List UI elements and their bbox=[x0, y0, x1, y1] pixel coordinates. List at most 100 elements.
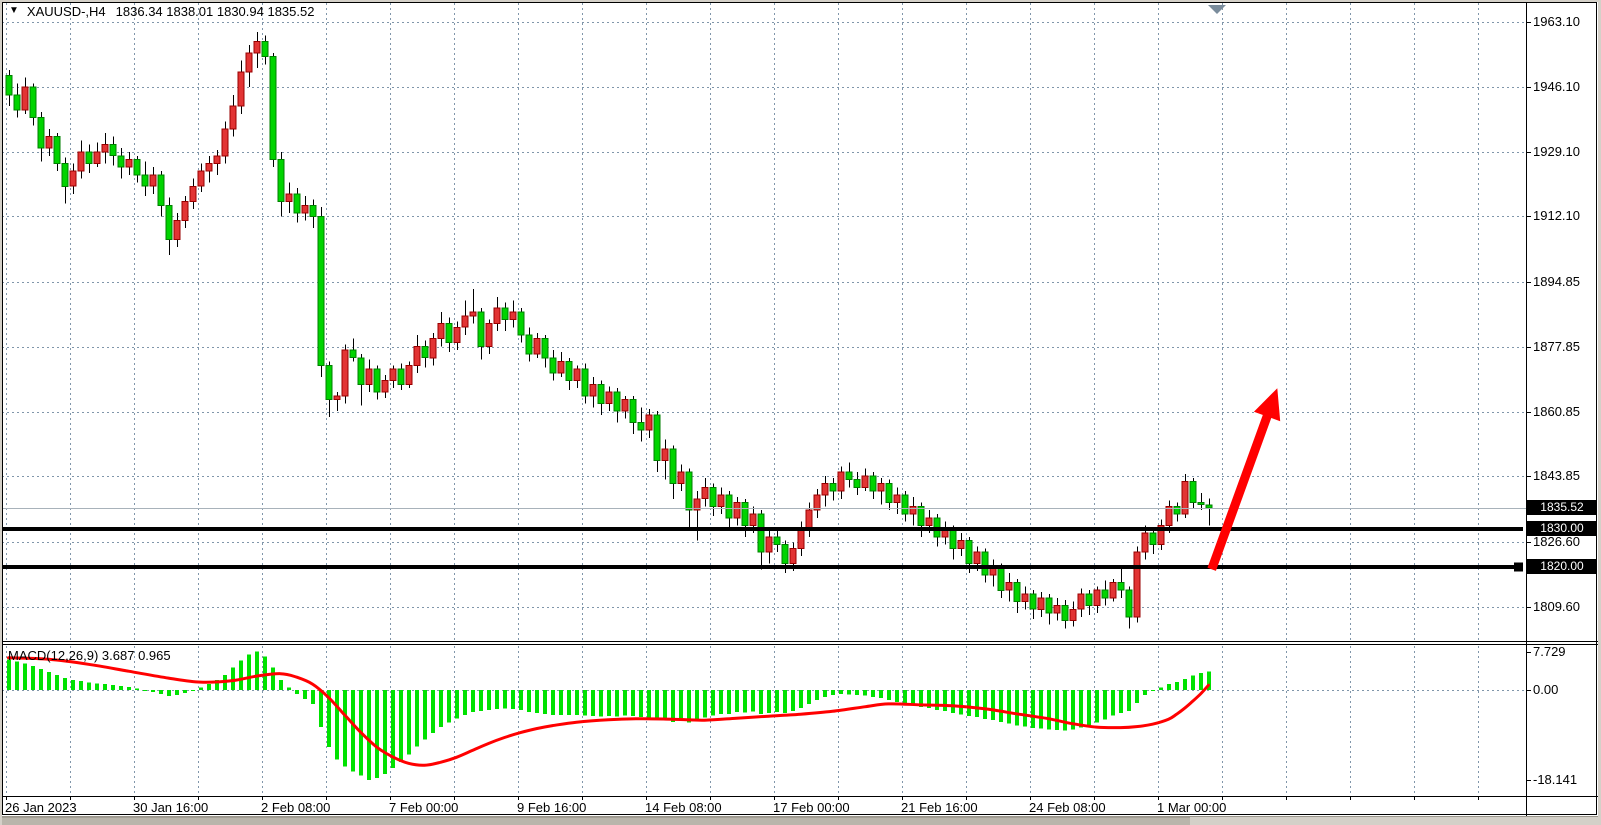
candle bbox=[973, 551, 981, 564]
candle bbox=[1165, 505, 1173, 526]
time-axis[interactable]: 26 Jan 2023 30 Jan 16:00 2 Feb 08:00 7 Feb … bbox=[0, 797, 1601, 817]
candle bbox=[733, 502, 741, 519]
collapse-triangle-icon: ▼ bbox=[9, 5, 19, 16]
chart-title: ▼ XAUUSD-,H4 1836.34 1838.01 1830.94 183… bbox=[9, 3, 314, 19]
candle bbox=[237, 71, 245, 107]
time-tick-label: 26 Jan 2023 bbox=[5, 800, 77, 815]
symbol-period-label: XAUUSD-,H4 bbox=[26, 3, 106, 19]
candle bbox=[293, 193, 301, 214]
candle bbox=[645, 414, 653, 431]
candle bbox=[637, 422, 645, 431]
candle bbox=[917, 505, 925, 526]
candle bbox=[1069, 608, 1077, 622]
macd-tick-label: -18.141 bbox=[1533, 772, 1578, 787]
candle bbox=[261, 40, 269, 58]
candle bbox=[37, 117, 45, 149]
trend-arrow[interactable] bbox=[1207, 388, 1281, 571]
candle bbox=[229, 105, 237, 130]
candle bbox=[165, 204, 173, 241]
horizontal-lines[interactable] bbox=[2, 527, 1523, 572]
candle bbox=[277, 159, 285, 203]
candle bbox=[437, 323, 445, 340]
candle bbox=[589, 383, 597, 397]
macd-signal-line bbox=[7, 656, 1210, 767]
candle bbox=[85, 151, 93, 164]
candle bbox=[1005, 582, 1013, 591]
price-tick-label: 1912.10 bbox=[1533, 208, 1580, 223]
candle bbox=[573, 368, 581, 382]
candle bbox=[1045, 597, 1053, 614]
candle bbox=[485, 323, 493, 347]
candle bbox=[965, 540, 973, 565]
candle bbox=[413, 345, 421, 366]
candle bbox=[813, 494, 821, 511]
candle bbox=[669, 448, 677, 485]
time-tick-label: 17 Feb 00:00 bbox=[773, 800, 850, 815]
candle bbox=[1101, 589, 1109, 599]
time-tick-label: 21 Feb 16:00 bbox=[901, 800, 978, 815]
candle bbox=[365, 368, 373, 385]
candle bbox=[565, 361, 573, 382]
price-axis[interactable]: 1963.10 1946.10 1929.10 1912.10 1894.85 1877.… bbox=[1526, 2, 1601, 796]
candle bbox=[333, 395, 341, 401]
candle bbox=[13, 94, 21, 111]
candle bbox=[581, 368, 589, 397]
candle bbox=[1093, 589, 1101, 606]
chart-shift-marker-icon[interactable] bbox=[1208, 5, 1226, 14]
candle bbox=[461, 315, 469, 328]
candle bbox=[533, 338, 541, 355]
candle bbox=[661, 448, 669, 462]
candle bbox=[893, 494, 901, 504]
candle bbox=[1053, 605, 1061, 614]
candle bbox=[557, 361, 565, 374]
price-tick-label: 1929.10 bbox=[1533, 144, 1580, 159]
candle bbox=[477, 311, 485, 347]
candle bbox=[21, 86, 29, 111]
candle bbox=[309, 204, 317, 218]
candle bbox=[1157, 524, 1165, 546]
macd-tick-label: 7.729 bbox=[1533, 644, 1566, 659]
candle bbox=[525, 334, 533, 355]
candle bbox=[605, 391, 613, 405]
candle bbox=[549, 357, 557, 374]
candle bbox=[373, 368, 381, 393]
candle bbox=[1021, 593, 1029, 603]
candle bbox=[125, 159, 133, 168]
candle bbox=[1205, 504, 1213, 509]
candle bbox=[1181, 481, 1189, 515]
candle bbox=[1037, 597, 1045, 610]
candle bbox=[301, 204, 309, 214]
candle bbox=[821, 483, 829, 496]
scrollbar-thumb[interactable] bbox=[2, 817, 1190, 825]
price-tick-label: 1826.60 bbox=[1533, 534, 1580, 549]
candle bbox=[997, 566, 1005, 591]
candle bbox=[453, 326, 461, 343]
time-tick-label: 14 Feb 08:00 bbox=[645, 800, 722, 815]
candle bbox=[837, 471, 845, 492]
candle bbox=[749, 513, 757, 526]
candle bbox=[1125, 589, 1133, 618]
candle bbox=[693, 498, 701, 511]
candle bbox=[397, 368, 405, 385]
candle bbox=[1133, 551, 1141, 618]
candle bbox=[5, 75, 13, 96]
candle bbox=[1173, 505, 1181, 515]
candle bbox=[429, 338, 437, 359]
candle bbox=[197, 170, 205, 187]
candle bbox=[869, 475, 877, 492]
line-price-badge: 1820.00 bbox=[1527, 559, 1597, 574]
candle bbox=[29, 86, 37, 119]
candle bbox=[245, 52, 253, 73]
horizontal-scrollbar[interactable] bbox=[0, 817, 1601, 825]
candle bbox=[405, 364, 413, 385]
candle bbox=[805, 509, 813, 530]
candle bbox=[901, 494, 909, 515]
price-tick-label: 1877.85 bbox=[1533, 339, 1580, 354]
candle bbox=[349, 349, 357, 359]
candle bbox=[853, 479, 861, 488]
candle bbox=[1109, 582, 1117, 599]
price-tick-label: 1843.85 bbox=[1533, 468, 1580, 483]
candle bbox=[77, 151, 85, 172]
